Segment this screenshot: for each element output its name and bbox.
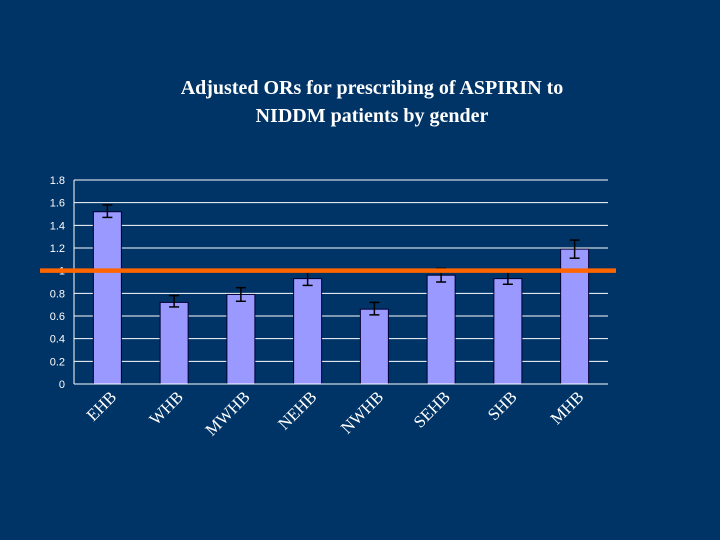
chart-title: Adjusted ORs for prescribing of ASPIRIN … [72, 74, 672, 130]
bar [359, 308, 389, 385]
x-tick-label: NEHB [274, 387, 320, 433]
y-tick-label: 1.4 [50, 220, 65, 232]
x-tick-label: SEHB [410, 387, 454, 431]
bar [493, 278, 523, 385]
bar [426, 274, 456, 385]
y-tick-label: 0.6 [50, 311, 65, 323]
x-tick-label: WHB [145, 387, 186, 428]
y-tick-label: 1.2 [50, 243, 65, 255]
chart-title-line-2: NIDDM patients by gender [255, 105, 489, 127]
x-tick-label: MWHB [202, 387, 254, 439]
bar [293, 278, 323, 385]
y-tick-label: 0.8 [50, 288, 65, 300]
bar [226, 293, 256, 385]
y-tick-label: 0 [59, 379, 65, 391]
y-tick-label: 1.6 [50, 198, 65, 210]
y-tick-label: 1.8 [50, 175, 65, 187]
y-tick-label: 0.4 [50, 334, 65, 346]
x-tick-label: EHB [83, 387, 120, 424]
chart-title-line-1: Adjusted ORs for prescribing of ASPIRIN … [180, 77, 564, 99]
y-tick-label: 0.2 [50, 356, 65, 368]
x-tick-label: NWHB [337, 387, 387, 437]
bar [92, 211, 122, 385]
bar [159, 301, 189, 385]
x-tick-label: MHB [547, 387, 588, 428]
x-tick-label: SHB [484, 387, 521, 424]
